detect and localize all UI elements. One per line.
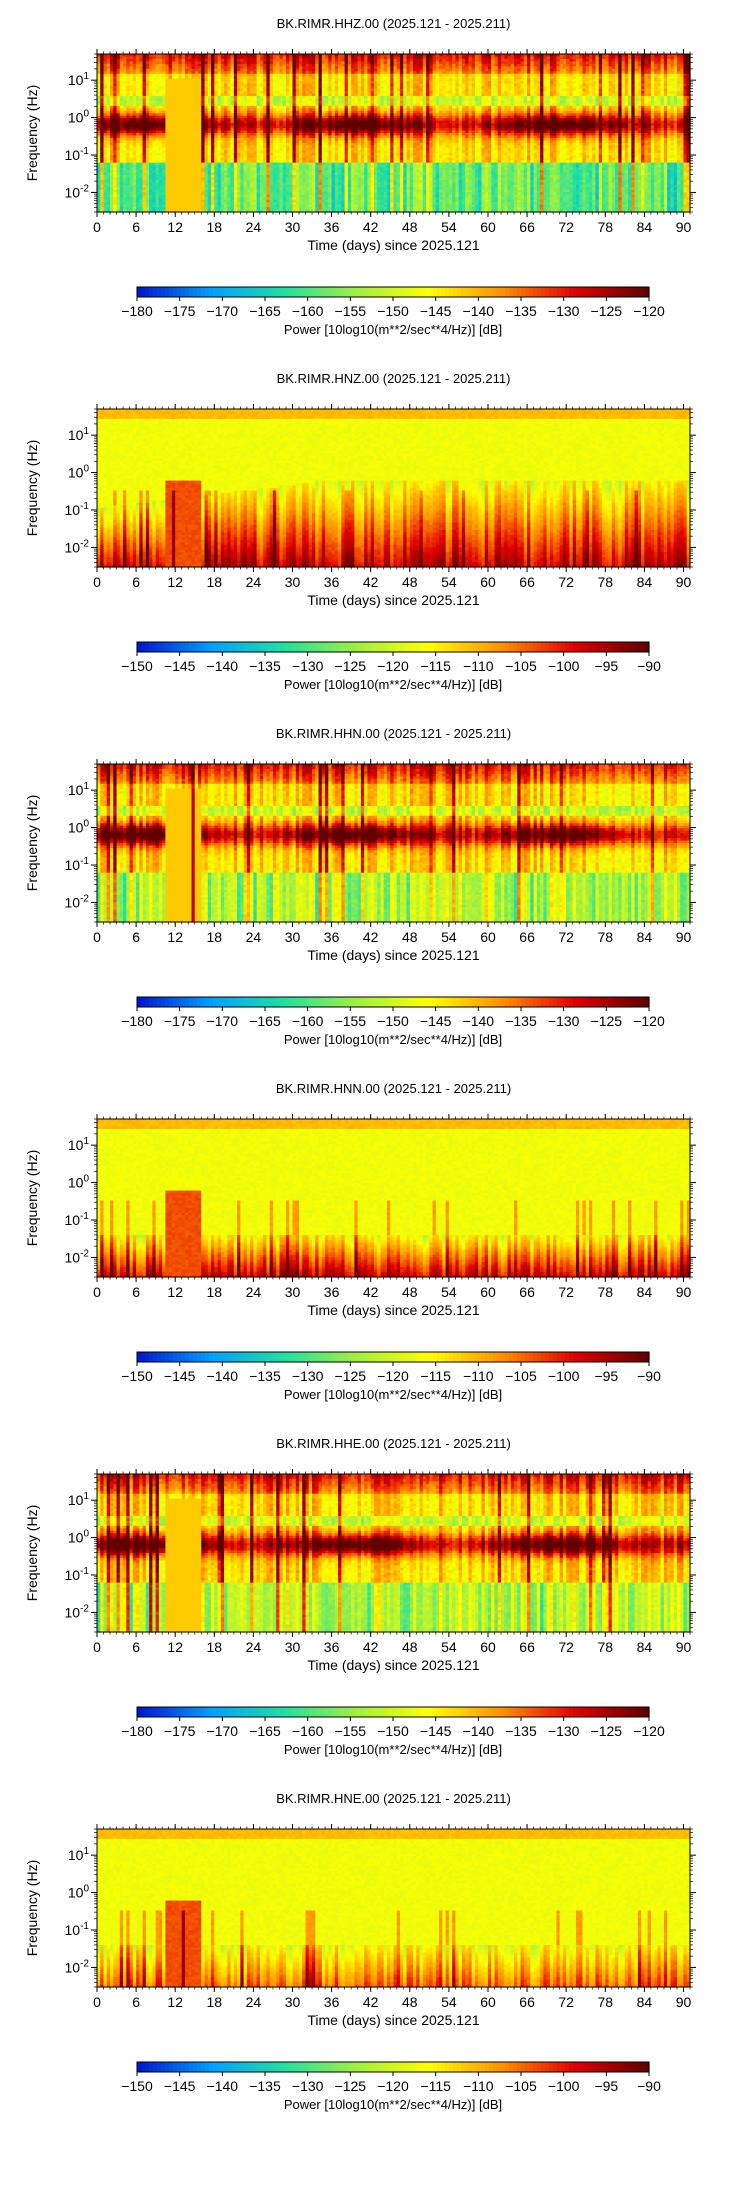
spectrogram-panel: BK.RIMR.HHZ.00 (2025.121 - 2025.211)0 6 12… — [24, 16, 696, 337]
plot-title: BK.RIMR.HHZ.00 (2025.121 - 2025.211) — [277, 16, 511, 31]
heatmap-cells — [97, 54, 691, 213]
